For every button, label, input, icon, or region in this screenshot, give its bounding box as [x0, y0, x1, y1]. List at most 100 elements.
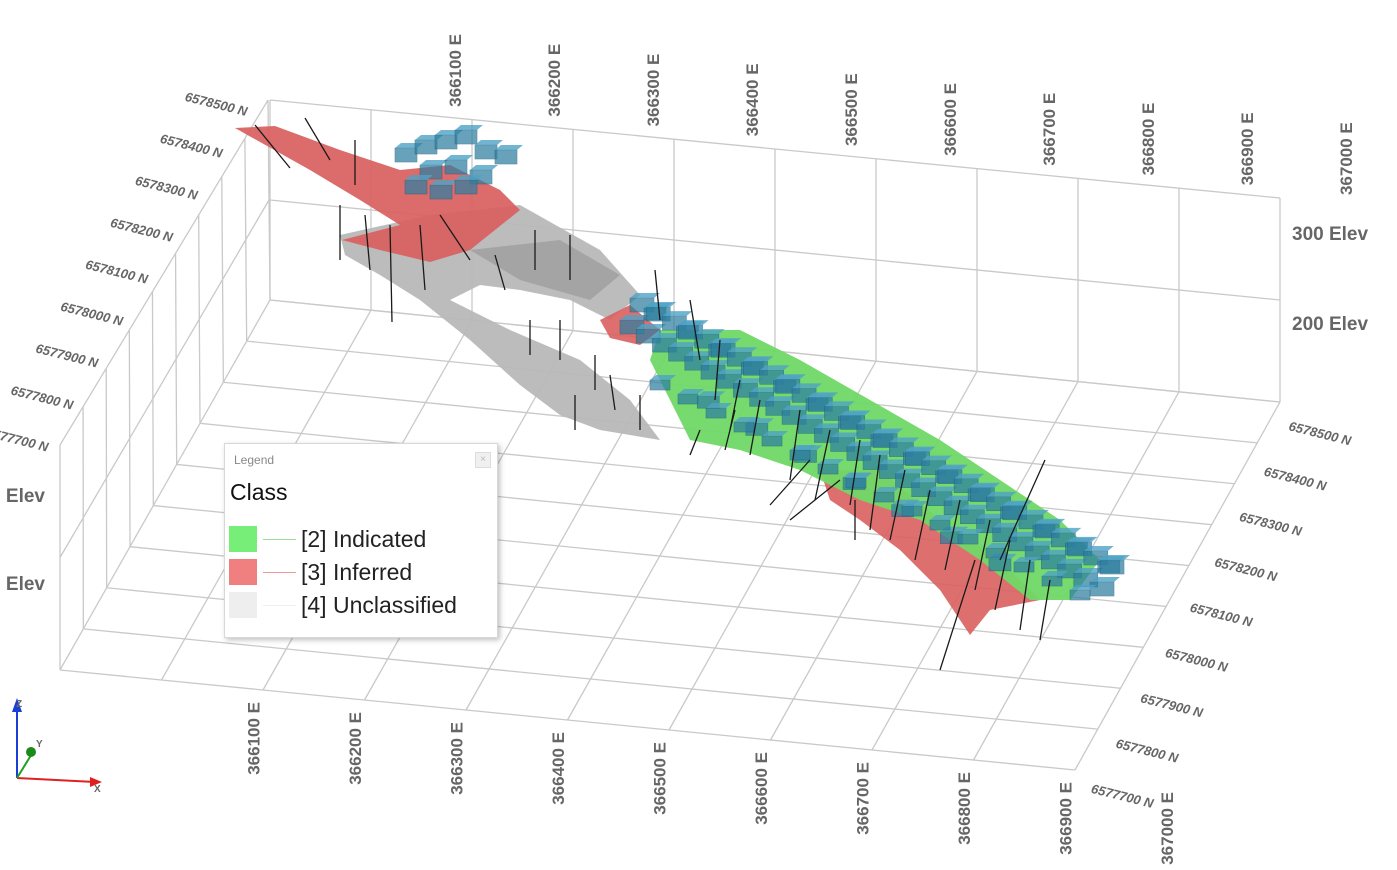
easting-tick-bottom: 366900 E — [1057, 782, 1076, 855]
legend-item-indicated: [2] Indicated — [229, 526, 491, 554]
x-axis-label: X — [94, 784, 101, 795]
legend-swatch-unclassified — [229, 592, 257, 618]
northing-tick-left: 6577900 N — [34, 341, 100, 371]
drillhole — [494, 254, 506, 291]
resource-block — [404, 175, 433, 195]
northing-tick-right: 6577800 N — [1114, 736, 1180, 766]
northing-tick-left: 6577800 N — [9, 383, 75, 413]
grid-line-leftwall — [59, 99, 269, 446]
resource-block — [901, 501, 928, 517]
resource-block — [1099, 555, 1130, 575]
northing-tick-left: 6578000 N — [59, 299, 125, 329]
legend-line-inferred — [263, 572, 296, 573]
resource-block — [649, 375, 676, 391]
easting-tick-bottom: 366200 E — [346, 712, 365, 785]
drillhole — [689, 429, 701, 456]
easting-tick-bottom: 366300 E — [448, 722, 467, 795]
resource-block — [761, 431, 788, 447]
resource-block — [677, 389, 704, 405]
orebody-model — [235, 117, 1130, 671]
northing-tick-right: 6578000 N — [1164, 645, 1230, 675]
drillhole — [914, 489, 931, 561]
drillhole — [999, 459, 1046, 561]
legend-label-indicated: [2] Indicated — [301, 526, 427, 552]
resource-block — [1041, 571, 1068, 587]
drillhole-traces — [254, 117, 1051, 671]
z-axis-label: Z — [16, 699, 22, 710]
drillhole — [714, 339, 721, 401]
drillhole — [304, 117, 331, 161]
drillhole — [869, 454, 881, 531]
drillhole — [769, 459, 811, 506]
easting-tick-bottom: 366500 E — [651, 742, 670, 815]
drillhole — [654, 269, 661, 321]
legend-panel[interactable]: Legend × Class [2] Indicated [3] Inferre… — [224, 443, 498, 638]
northing-tick-right: 6577700 N — [1090, 781, 1156, 811]
x-axis-arrow-icon — [90, 777, 102, 787]
drillhole — [254, 124, 291, 169]
grid-lines — [59, 99, 1281, 771]
easting-tick-top: 367000 E — [1337, 122, 1356, 195]
resource-blocks — [394, 125, 1130, 601]
drillhole — [814, 429, 831, 501]
drillhole — [749, 399, 761, 456]
easting-tick-top: 366800 E — [1139, 103, 1158, 176]
y-axis-label: Y — [36, 739, 43, 750]
legend-label-unclassified: [4] Unclassified — [301, 592, 457, 618]
drillhole — [689, 299, 701, 361]
legend-swatch-indicated — [229, 526, 257, 552]
northing-tick-right: 6578500 N — [1287, 418, 1353, 448]
grid-line-easting — [59, 299, 271, 671]
grid-line-easting — [1074, 401, 1281, 771]
easting-tick-bottom: 366100 E — [245, 702, 264, 775]
grid-line-northing — [59, 669, 1076, 771]
northing-tick-left: 6578500 N — [184, 89, 250, 119]
drillhole — [439, 214, 471, 261]
legend-line-indicated — [263, 539, 296, 540]
drillhole — [789, 479, 841, 521]
drillhole — [609, 374, 616, 411]
resource-block — [733, 417, 760, 433]
easting-tick-bottom: 366800 E — [955, 772, 974, 845]
resource-block — [454, 175, 483, 195]
easting-tick-bottom: 366700 E — [854, 762, 873, 835]
legend-item-inferred: [3] Inferred — [229, 559, 491, 587]
resource-block — [1089, 577, 1120, 597]
northing-tick-right: 6578400 N — [1263, 464, 1329, 494]
resource-block — [817, 459, 844, 475]
drillhole — [944, 499, 961, 571]
orientation-triad: Z Y X — [12, 698, 102, 795]
legend-heading: Class — [230, 479, 288, 505]
resource-block — [678, 320, 709, 340]
grid-line-easting — [465, 340, 675, 711]
northing-tick-left: 6577700 N — [0, 425, 50, 455]
easting-tick-top: 366200 E — [545, 44, 564, 117]
easting-tick-top: 366500 E — [842, 73, 861, 146]
resource-block — [454, 125, 483, 145]
northing-tick-left: 6578300 N — [134, 173, 200, 203]
grid-line-leftwall — [59, 199, 270, 558]
y-axis-ball-icon — [26, 747, 36, 757]
northing-tick-left: 6578100 N — [84, 257, 150, 287]
northing-tick-right: 6578300 N — [1238, 509, 1304, 539]
grid-line-northing — [83, 628, 1098, 730]
resource-block — [845, 473, 872, 489]
northing-tick-right: 6577900 N — [1139, 690, 1205, 720]
grid-line-northing — [199, 422, 1212, 526]
axis-labels: 366100 E 366200 E 366300 E 366400 E 366500 E… — [0, 34, 1368, 865]
grid-line-easting — [769, 371, 978, 741]
drillhole — [389, 224, 393, 323]
drillhole — [1039, 579, 1051, 641]
easting-tick-bottom: 366400 E — [549, 732, 568, 805]
close-icon[interactable]: × — [475, 452, 491, 468]
easting-tick-top: 366900 E — [1238, 112, 1257, 185]
legend-title: Legend — [234, 453, 275, 467]
easting-tick-bottom: 366600 E — [752, 752, 771, 825]
drillhole — [939, 559, 976, 671]
drillhole — [994, 539, 1011, 611]
resource-block — [1013, 557, 1040, 573]
easting-tick-bottom: 367000 E — [1158, 792, 1177, 865]
easting-tick-top: 366100 E — [446, 34, 465, 107]
northing-tick-right: 6578100 N — [1188, 600, 1254, 630]
